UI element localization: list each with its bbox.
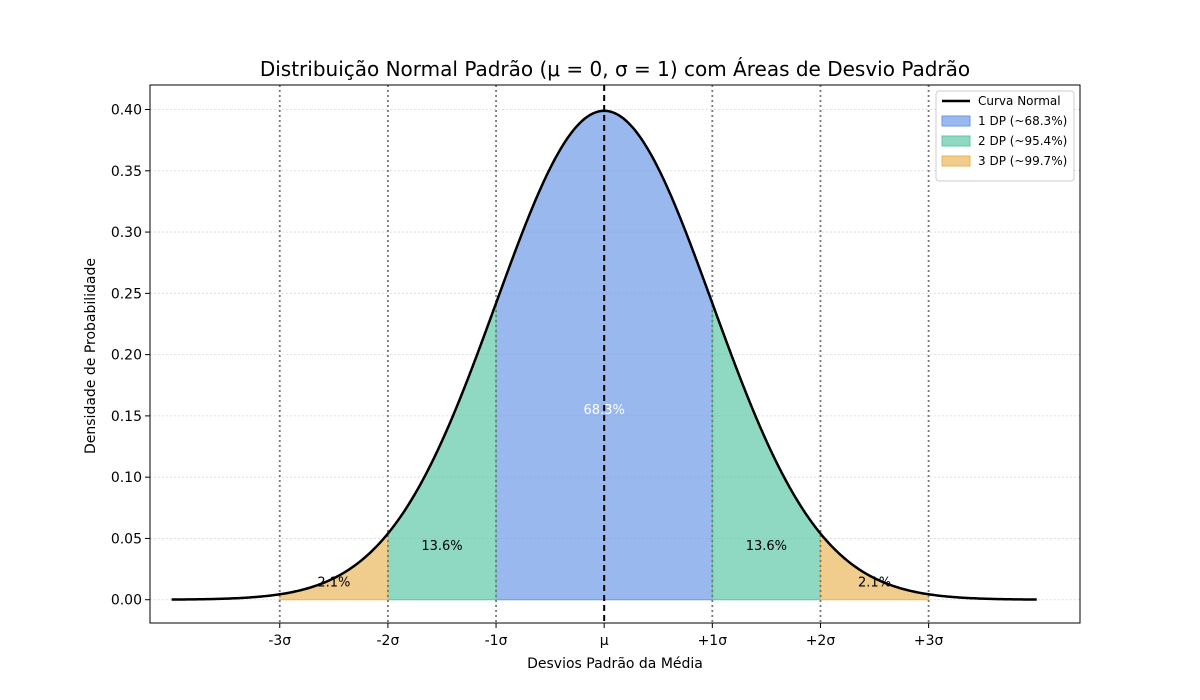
y-tick-label: 0.15 — [111, 409, 142, 425]
chart-title: Distribuição Normal Padrão (μ = 0, σ = 1… — [260, 57, 970, 81]
y-tick-label: 0.40 — [111, 103, 142, 119]
y-tick-label: 0.00 — [111, 593, 142, 609]
area-percentage-label: 68.3% — [584, 403, 625, 418]
y-axis-ticks: 0.00 0.05 0.10 0.15 0.20 0.25 0.30 0.35 0.40 — [111, 103, 150, 609]
y-tick-label: 0.25 — [111, 286, 142, 302]
area-annotations: 68.3% 13.6% 13.6% 2.1% 2.1% — [317, 403, 891, 591]
y-tick-label: 0.10 — [111, 470, 142, 486]
y-tick-label: 0.05 — [111, 531, 142, 547]
x-tick-label: -3σ — [268, 633, 291, 649]
area-percentage-label: 2.1% — [317, 576, 350, 591]
legend-patch-swatch — [941, 155, 971, 167]
legend-entry-label: Curva Normal — [978, 94, 1061, 108]
x-tick-label: μ — [600, 633, 609, 649]
legend-patch-swatch — [941, 115, 971, 127]
normal-curve-layer — [171, 85, 1037, 623]
legend: Curva Normal 1 DP (~68.3%) 2 DP (~95.4%) 3 … — [935, 90, 1075, 182]
x-tick-label: +1σ — [698, 633, 728, 649]
x-axis-ticks: -3σ -2σ -1σ μ +1σ +2σ +3σ — [268, 623, 943, 649]
y-tick-label: 0.30 — [111, 225, 142, 241]
x-tick-label: +2σ — [806, 633, 836, 649]
plot-area: 68.3% 13.6% 13.6% 2.1% 2.1% -3σ -2σ -1σ μ +1σ +2σ… — [111, 84, 1081, 649]
y-tick-label: 0.35 — [111, 164, 142, 180]
area-percentage-label: 2.1% — [858, 576, 891, 591]
x-tick-label: -2σ — [376, 633, 399, 649]
legend-entry-label: 1 DP (~68.3%) — [978, 114, 1067, 128]
area-percentage-label: 13.6% — [746, 539, 787, 554]
y-axis-label: Densidade de Probabilidade — [83, 258, 99, 454]
y-tick-label: 0.20 — [111, 348, 142, 364]
area-percentage-label: 13.6% — [421, 539, 462, 554]
plot-frame — [149, 84, 1081, 624]
legend-entry-label: 3 DP (~99.7%) — [978, 154, 1067, 168]
legend-entry-label: 2 DP (~95.4%) — [978, 134, 1067, 148]
x-tick-label: +3σ — [914, 633, 944, 649]
x-tick-label: -1σ — [485, 633, 508, 649]
x-axis-label: Desvios Padrão da Média — [527, 656, 703, 672]
legend-patch-swatch — [941, 135, 971, 147]
